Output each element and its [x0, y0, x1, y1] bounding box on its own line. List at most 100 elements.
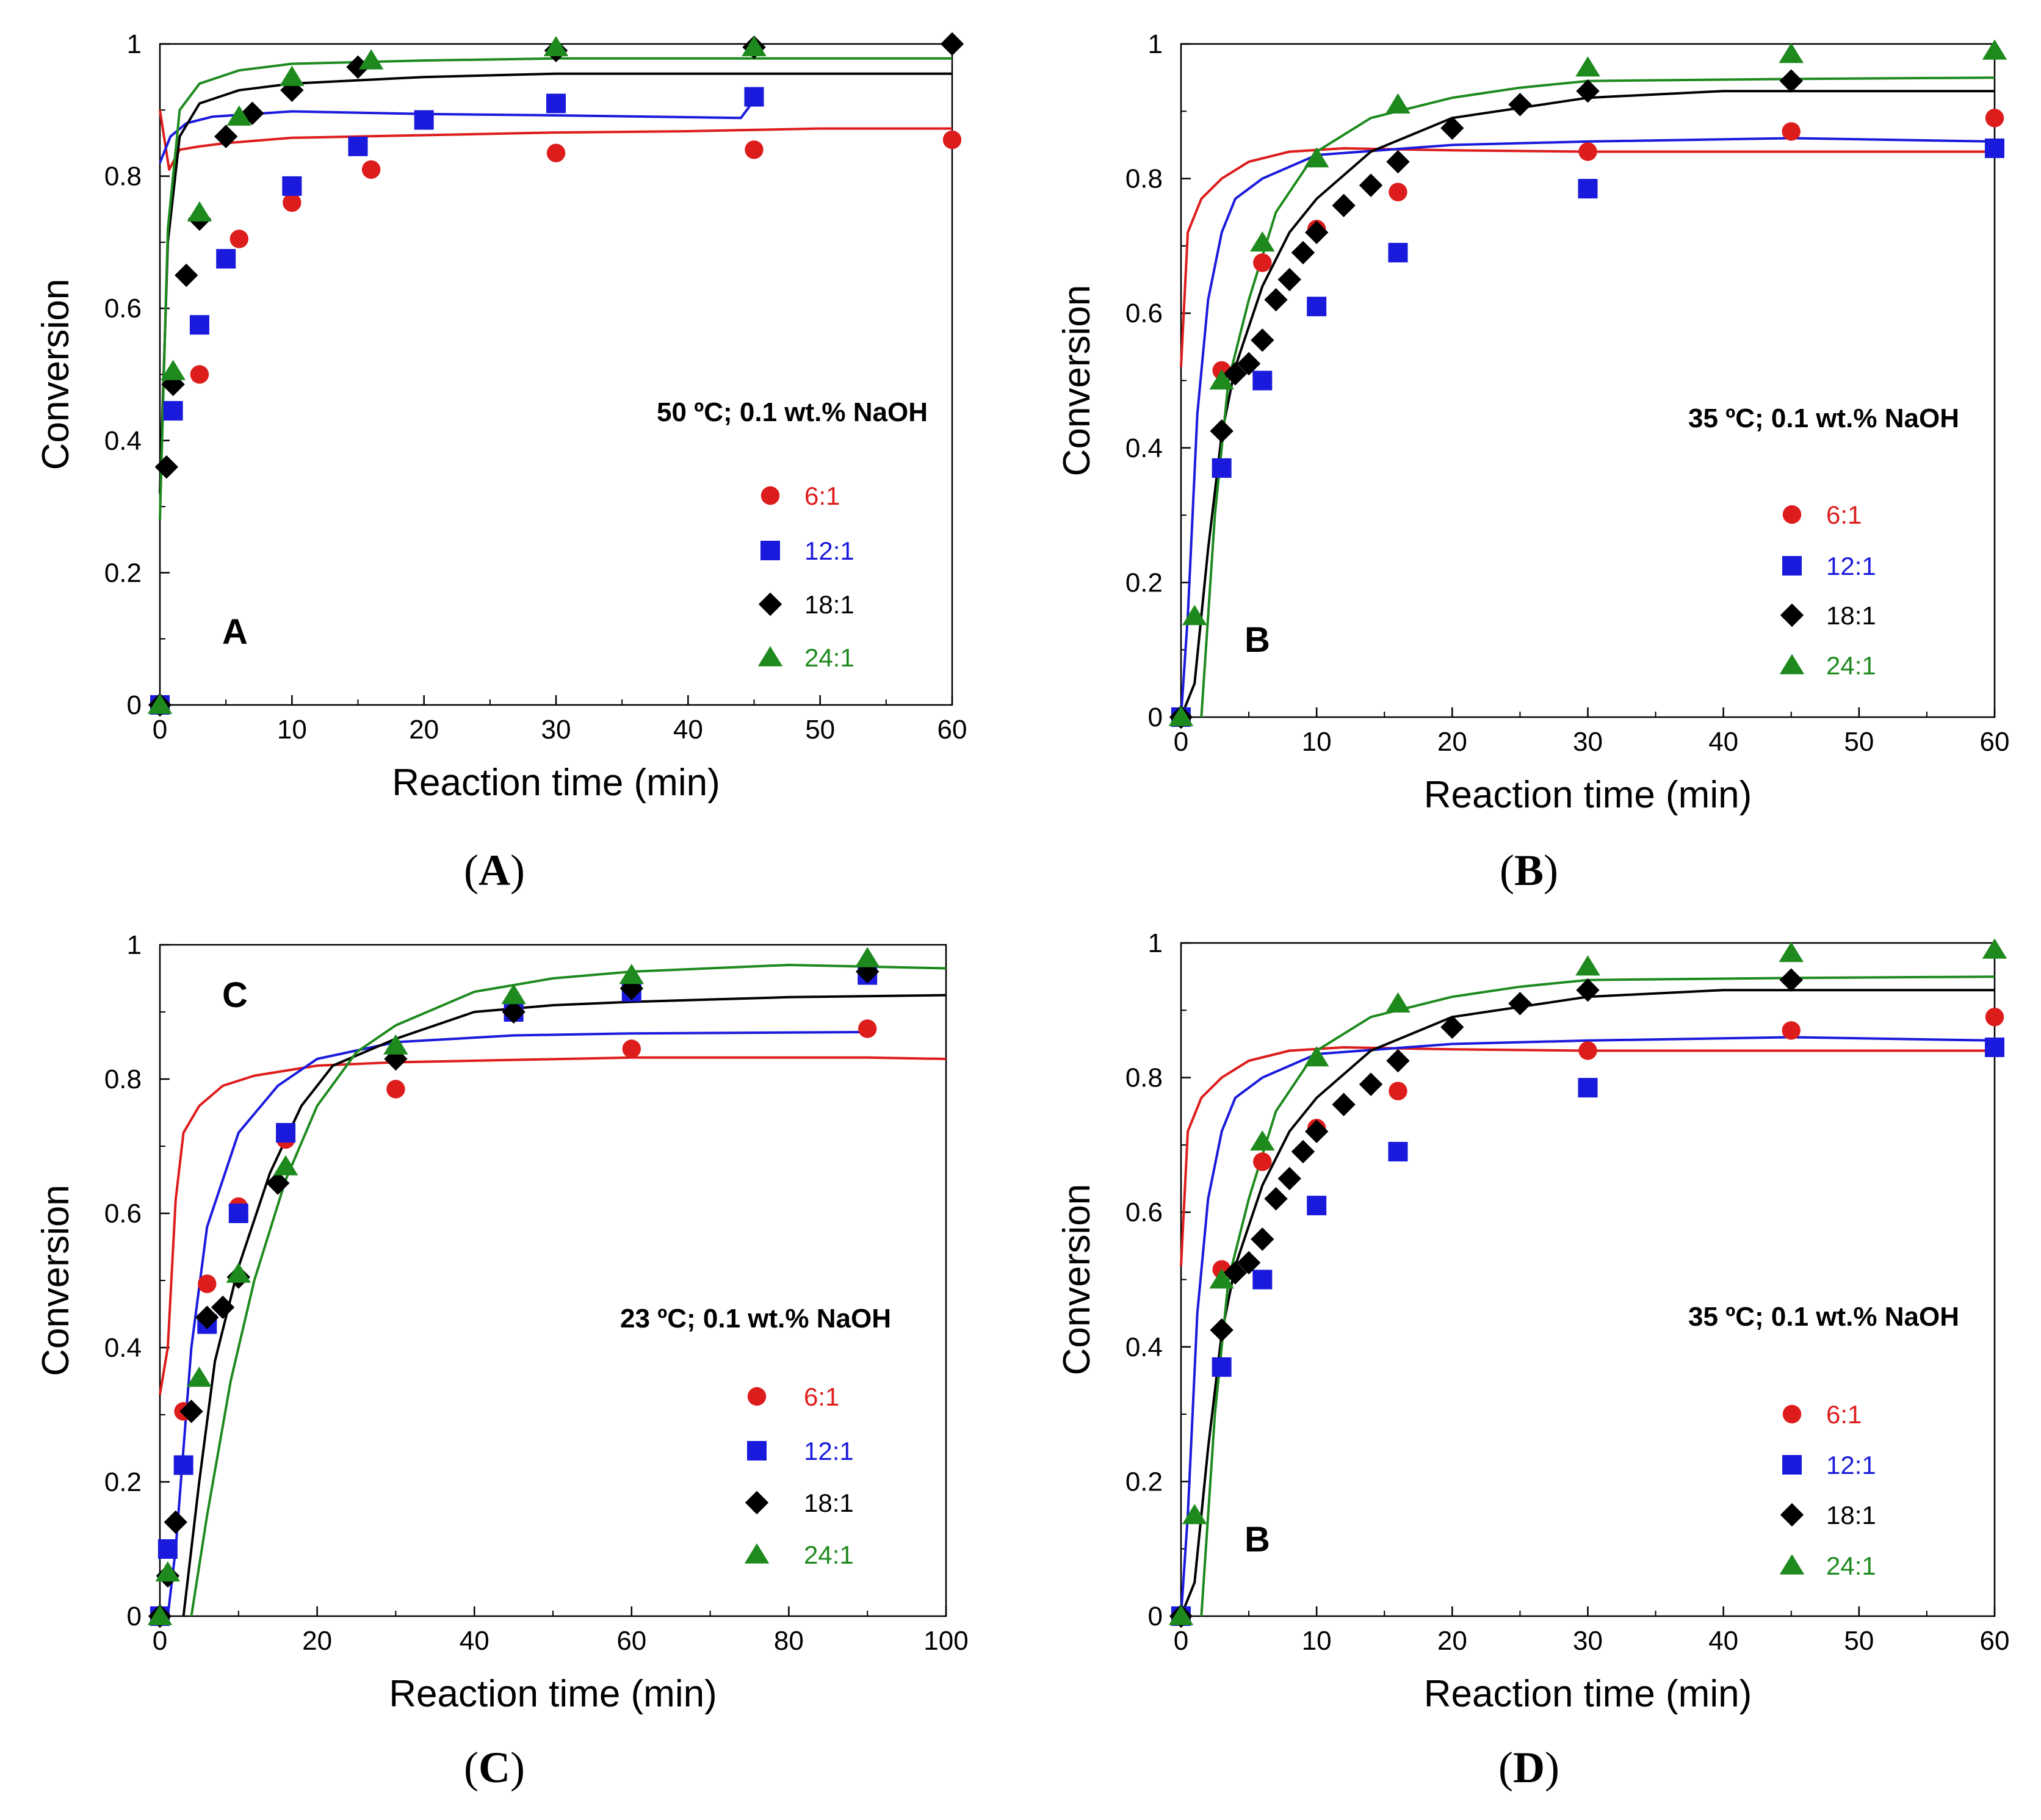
data-point-6-1: [1985, 1008, 2004, 1027]
legend-label-24-1: 24:1: [1826, 1551, 1876, 1580]
x-tick-label: 10: [1302, 727, 1332, 757]
data-point-12-1: [1388, 1141, 1408, 1161]
data-point-6-1: [546, 143, 566, 162]
data-point-18-1: [179, 1399, 203, 1423]
y-tick-label: 0.4: [1125, 1332, 1163, 1362]
data-point-24-1: [155, 1561, 181, 1582]
data-point-18-1: [1386, 1049, 1410, 1073]
data-point-24-1: [1250, 1130, 1275, 1151]
panel-c: 0 20 40 60 80 100 0 0.2 0.4 0.6 0.8 1 Reaction time …: [35, 930, 969, 1792]
data-point-6-1: [190, 365, 209, 384]
data-point-24-1: [1168, 1605, 1194, 1625]
data-point-6-1: [942, 130, 962, 150]
data-point-24-1: [147, 1605, 173, 1625]
fit-line-24-1: [1200, 975, 1995, 1617]
legend-marker-24-1: [1779, 654, 1805, 674]
legend-label-18-1: 18:1: [804, 1489, 854, 1517]
y-tick-label: 1: [1148, 29, 1163, 59]
y-tick-label: 0: [1148, 1602, 1163, 1631]
panel-letter: C: [222, 975, 248, 1015]
data-point-24-1: [1182, 1504, 1207, 1525]
x-tick-label: 0: [1174, 727, 1188, 757]
data-point-18-1: [1277, 1166, 1301, 1191]
data-point-24-1: [280, 65, 305, 86]
y-tick-label: 0.2: [1125, 1467, 1163, 1497]
data-point-18-1: [1440, 116, 1464, 140]
data-point-18-1: [1576, 79, 1600, 103]
data-point-6-1: [229, 229, 248, 248]
data-point-6-1: [1578, 1041, 1597, 1060]
fit-line-6-1: [159, 1056, 947, 1395]
data-point-12-1: [189, 315, 209, 335]
data-point-24-1: [383, 1034, 408, 1055]
y-tick-label: 0.8: [104, 162, 142, 192]
data-point-12-1: [216, 248, 236, 269]
y-tick-label: 0.6: [104, 1199, 142, 1229]
data-point-12-1: [282, 176, 302, 196]
data-point-24-1: [358, 49, 384, 70]
legend-label-6-1: 6:1: [1826, 500, 1862, 529]
x-tick-label: 20: [1437, 1626, 1467, 1656]
data-point-18-1: [1210, 419, 1234, 443]
panel-letter: A: [222, 612, 248, 652]
x-tick-label: 60: [937, 715, 967, 745]
data-point-18-1: [1223, 362, 1248, 386]
data-point-6-1: [1782, 122, 1801, 141]
y-tick-label: 0.2: [104, 1467, 142, 1497]
data-point-18-1: [266, 1171, 290, 1195]
data-point-24-1: [1982, 938, 2007, 959]
legend-marker-18-1: [1780, 603, 1804, 627]
panel-caption: (A): [464, 846, 525, 895]
data-point-6-1: [1782, 1021, 1801, 1040]
legend-marker-12-1: [1782, 1455, 1802, 1475]
data-point-18-1: [1508, 93, 1532, 117]
data-point-18-1: [1223, 1261, 1248, 1285]
y-tick-label: 0: [127, 690, 142, 720]
x-tick-label: 20: [302, 1626, 332, 1656]
legend-label-24-1: 24:1: [804, 643, 854, 672]
data-point-6-1: [361, 160, 381, 179]
x-tick-label: 50: [1844, 1626, 1874, 1656]
data-point-18-1: [940, 32, 964, 56]
x-tick-label: 40: [460, 1626, 489, 1656]
x-tick-label: 30: [1573, 727, 1603, 757]
data-point-18-1: [1359, 173, 1383, 197]
data-point-12-1: [1212, 1357, 1232, 1377]
data-point-24-1: [1982, 39, 2007, 60]
data-point-18-1: [1779, 968, 1803, 992]
panel-d: 0 10 20 30 40 50 60 0 0.2 0.4 0.6 0.8 1 Reaction time…: [1056, 928, 2009, 1792]
y-tick-label: 0.6: [104, 294, 142, 323]
data-point-24-1: [543, 36, 569, 57]
data-point-24-1: [1304, 1046, 1329, 1067]
y-axis-title: Conversion: [35, 1185, 77, 1376]
data-point-18-1: [1251, 1227, 1274, 1251]
data-point-12-1: [744, 87, 764, 107]
data-point-12-1: [163, 401, 183, 421]
data-point-6-1: [386, 1080, 405, 1099]
y-tick-label: 0.6: [1125, 1197, 1163, 1227]
fit-line-12-1: [159, 99, 756, 164]
data-point-12-1: [1578, 179, 1598, 199]
data-point-24-1: [1575, 56, 1600, 77]
data-point-18-1: [1277, 267, 1301, 292]
x-tick-label: 50: [805, 715, 835, 745]
data-point-18-1: [175, 263, 198, 287]
y-tick-label: 0.8: [1125, 1063, 1163, 1093]
x-tick-label: 20: [409, 715, 439, 745]
fit-line-12-1: [1180, 137, 1995, 718]
data-point-12-1: [546, 93, 566, 114]
legend-marker-18-1: [1780, 1503, 1804, 1527]
data-point-18-1: [1264, 287, 1288, 312]
data-point-6-1: [1389, 182, 1407, 201]
data-point-24-1: [187, 201, 212, 222]
legend-marker-6-1: [760, 486, 780, 505]
data-point-18-1: [1264, 1186, 1288, 1211]
fit-line-12-1: [1180, 1036, 1995, 1617]
data-point-18-1: [1251, 328, 1274, 352]
data-point-18-1: [1291, 240, 1315, 265]
data-point-24-1: [1168, 706, 1194, 726]
legend-marker-6-1: [747, 1387, 767, 1406]
x-axis-title: Reaction time (min): [1424, 1673, 1752, 1715]
legend-label-18-1: 18:1: [1826, 601, 1876, 630]
y-tick-label: 1: [127, 930, 142, 960]
